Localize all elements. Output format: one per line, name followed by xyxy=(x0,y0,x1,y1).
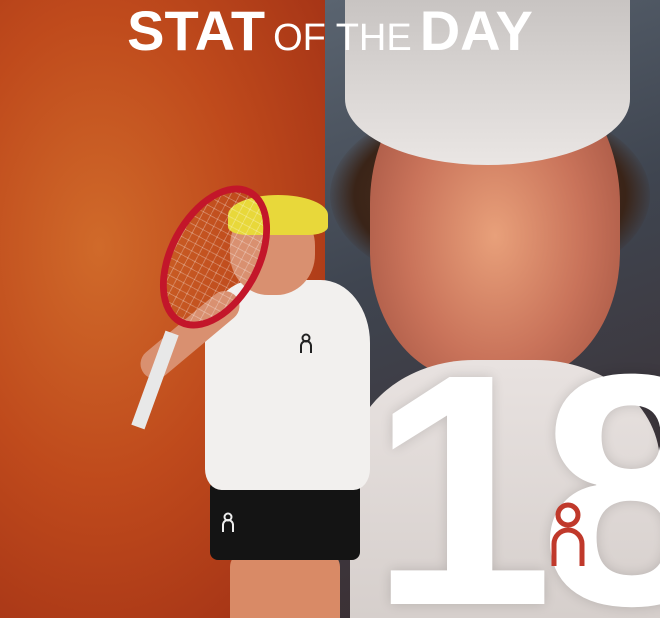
player-yellow-cap xyxy=(228,195,328,235)
player-shirt-closeup xyxy=(350,360,660,618)
player-cap-closeup xyxy=(345,0,630,165)
player-shorts xyxy=(210,480,360,560)
brand-logo-closeup-icon xyxy=(551,502,585,566)
brand-logo-shorts-icon xyxy=(222,512,234,532)
poster-title: STAT OF THE DAY xyxy=(0,2,660,75)
title-day: DAY xyxy=(419,0,533,62)
stat-number: 18 xyxy=(370,305,660,618)
brand-logo-shirt-icon xyxy=(300,333,312,353)
title-stat: STAT xyxy=(127,0,266,62)
title-of-the: OF THE xyxy=(273,17,412,59)
